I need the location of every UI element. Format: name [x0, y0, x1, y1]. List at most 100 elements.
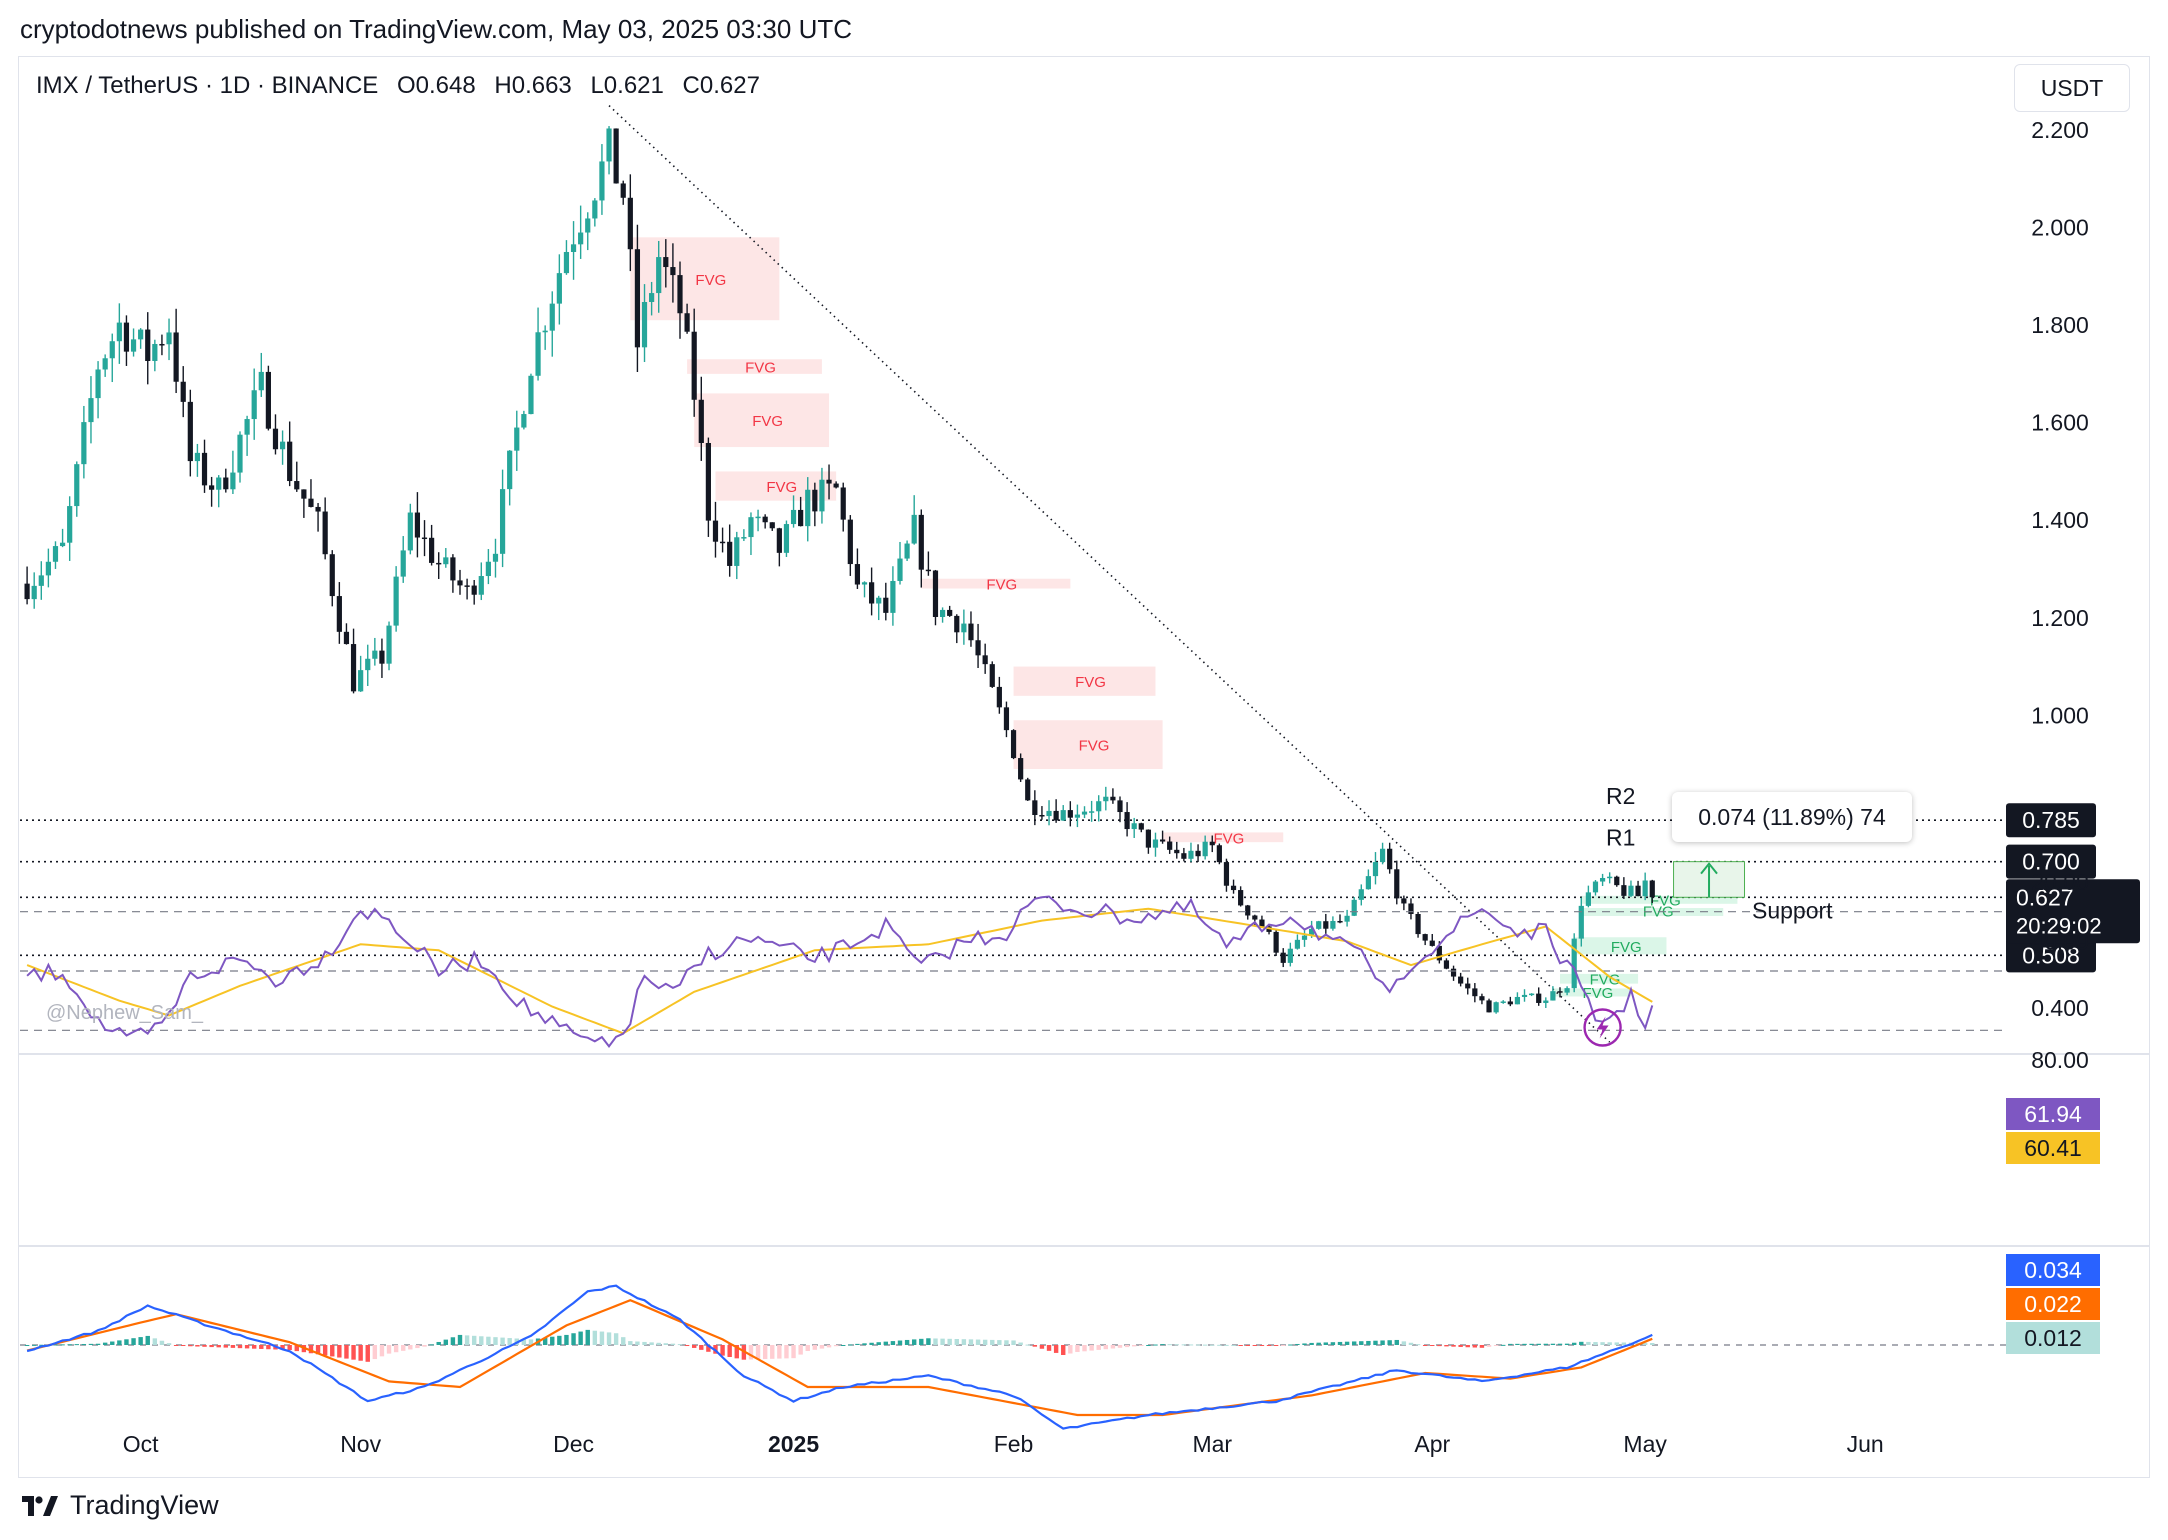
candle — [201, 439, 208, 493]
macd-hist-bar — [379, 1345, 385, 1357]
candle-body — [1465, 983, 1471, 989]
candle-body — [932, 570, 939, 618]
macd-hist-bar — [862, 1343, 867, 1345]
candle — [954, 614, 960, 644]
candle-body — [1316, 921, 1322, 929]
macd-hist-bar — [1600, 1342, 1605, 1345]
candle — [1117, 796, 1123, 823]
macd-hist-bar — [826, 1345, 832, 1348]
candle — [918, 509, 924, 588]
macd-hist-bar — [1259, 1345, 1265, 1346]
tag-signal: 0.022 — [2006, 1288, 2100, 1320]
macd-hist-bar — [755, 1345, 761, 1360]
candle — [1003, 701, 1010, 738]
candle — [24, 566, 30, 605]
candle — [748, 512, 754, 556]
candle — [116, 303, 122, 364]
time-tick-label: May — [1623, 1431, 1667, 1457]
macd-hist-bar — [1451, 1345, 1456, 1347]
candle-body — [1408, 903, 1414, 915]
symbol-pair[interactable]: IMX / TetherUS · 1D · BINANCE — [36, 72, 379, 99]
candle-body — [1096, 801, 1102, 812]
fvg-zone — [1581, 895, 1738, 904]
candle — [585, 212, 591, 251]
candle — [365, 644, 371, 687]
candle-body — [379, 650, 385, 664]
candle-body — [514, 427, 520, 451]
macd-hist-bar — [365, 1345, 370, 1362]
tradingview-logo[interactable]: TradingView — [20, 1490, 219, 1521]
candle-body — [301, 489, 307, 499]
macd-hist-bar — [493, 1337, 498, 1345]
candle-body — [1167, 841, 1173, 850]
macd-hist-bar — [1032, 1345, 1038, 1347]
macd-hist-bar — [805, 1345, 810, 1351]
tag-last-price-text: 0.627 — [2016, 884, 2074, 910]
candle — [1245, 904, 1251, 920]
candle — [507, 450, 513, 506]
macd-hist-bar — [571, 1333, 576, 1345]
candle-body — [762, 516, 768, 523]
lightning-icon[interactable] — [1583, 1008, 1622, 1047]
macd-hist-bar — [1188, 1344, 1194, 1346]
macd-hist-bar — [720, 1345, 725, 1356]
macd-hist-bar — [1124, 1345, 1130, 1348]
fvg-zone — [1162, 832, 1284, 843]
candle-body — [670, 267, 676, 276]
time-tick-label: Nov — [340, 1431, 381, 1457]
macd-hist-bar — [904, 1339, 910, 1345]
candle — [1465, 977, 1471, 995]
candle-body — [393, 576, 399, 626]
candle-body — [209, 485, 215, 490]
candle-body — [1585, 892, 1591, 906]
macd-hist-bar — [734, 1345, 739, 1359]
candle — [606, 126, 612, 175]
candle — [1010, 729, 1017, 760]
candle — [287, 421, 293, 487]
macd-hist-bar — [315, 1345, 321, 1355]
candle — [932, 569, 939, 626]
candle — [265, 365, 271, 431]
candle-body — [1110, 796, 1116, 801]
candle — [911, 495, 917, 545]
candle — [719, 527, 726, 553]
macd-hist-bar — [1046, 1345, 1052, 1351]
candle — [294, 461, 300, 492]
candle — [1394, 860, 1400, 905]
macd-hist-bar — [1408, 1342, 1414, 1345]
candle — [45, 548, 51, 588]
candle — [769, 522, 775, 531]
candle — [1592, 880, 1599, 896]
candle — [847, 515, 853, 576]
candle — [1543, 997, 1549, 1008]
macd-hist-bar — [1266, 1345, 1272, 1346]
candle — [1167, 836, 1173, 854]
macd-hist-bar — [528, 1339, 534, 1345]
candle — [67, 496, 73, 561]
candle — [613, 128, 619, 184]
fvg-zone — [694, 393, 830, 448]
candle — [279, 430, 286, 465]
macd-hist-bar — [691, 1345, 697, 1348]
candle-body — [67, 506, 73, 543]
macd-hist-bar — [166, 1343, 172, 1345]
macd-hist-bar — [1139, 1345, 1144, 1346]
candle-body — [1138, 823, 1144, 830]
candle-body — [1060, 810, 1066, 821]
candle — [372, 637, 378, 666]
candle-body — [265, 371, 271, 429]
macd-hist-bar — [88, 1343, 94, 1345]
macd-hist-bar — [1465, 1345, 1470, 1348]
candle — [315, 503, 321, 532]
candle-body — [223, 477, 229, 490]
macd-hist-bar — [564, 1334, 569, 1345]
candle-body — [216, 477, 222, 490]
currency-button[interactable]: USDT — [2014, 64, 2130, 112]
candle — [471, 580, 477, 605]
candle — [1053, 799, 1059, 823]
candle-body — [1259, 919, 1265, 927]
candle-body — [1507, 1001, 1513, 1005]
candle — [187, 389, 193, 477]
tag-r2: 0.785 — [2006, 803, 2096, 838]
